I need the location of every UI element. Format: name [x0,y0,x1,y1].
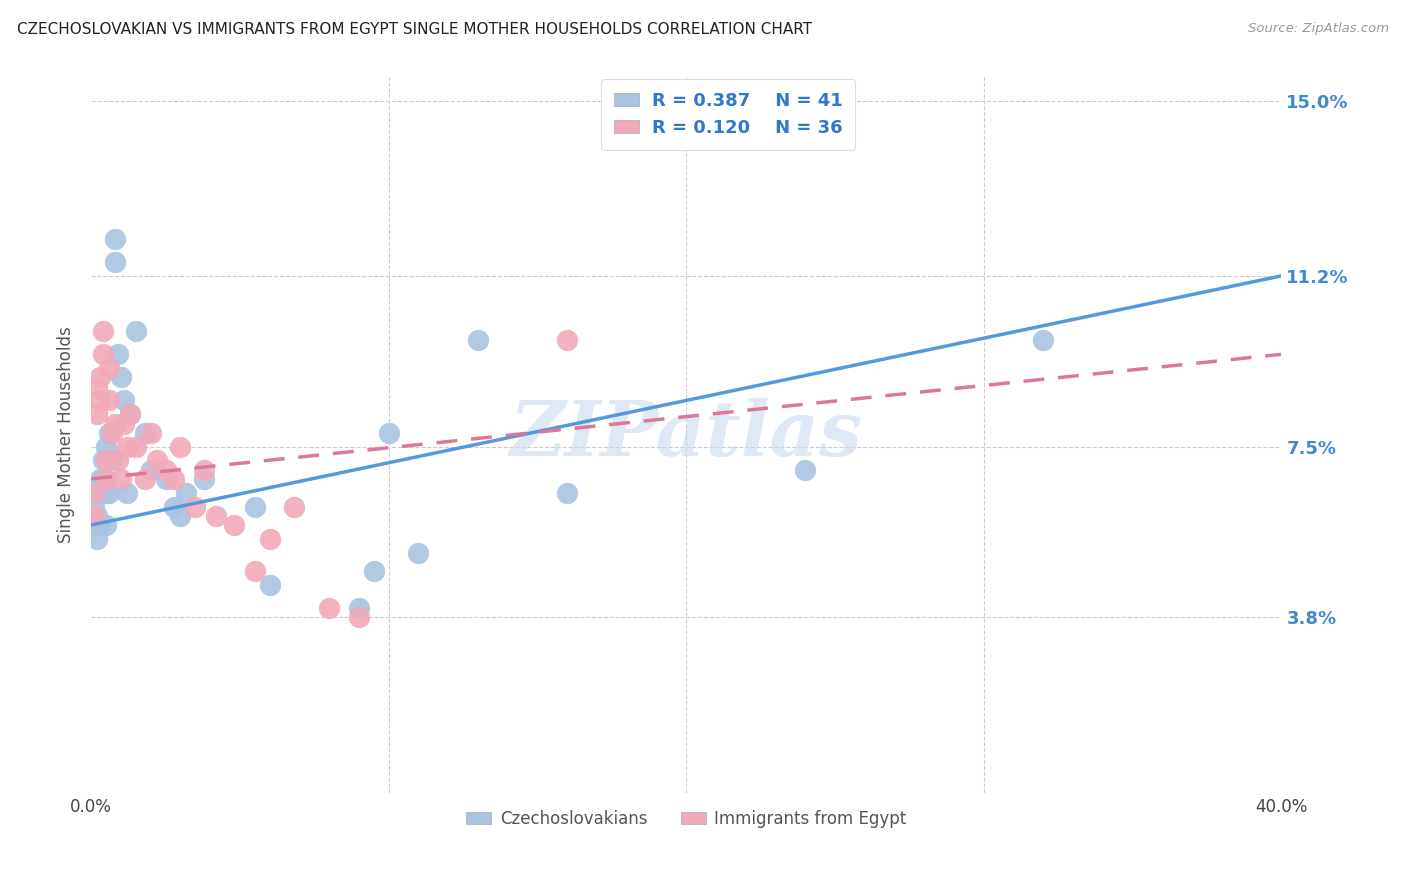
Point [112,393,135,408]
Point [363,564,385,578]
Point [205,508,228,523]
Point [555,485,578,500]
Point [155,472,177,486]
Point [259,532,281,546]
Point [125,440,148,454]
Point [98,485,121,500]
Point [107,453,129,467]
Point [86,407,108,421]
Point [89,485,111,500]
Point [91,472,114,486]
Point [193,472,215,486]
Text: CZECHOSLOVAKIAN VS IMMIGRANTS FROM EGYPT SINGLE MOTHER HOUSEHOLDS CORRELATION CH: CZECHOSLOVAKIAN VS IMMIGRANTS FROM EGYPT… [17,22,813,37]
Text: ZIPatlas: ZIPatlas [510,398,863,472]
Point [145,453,167,467]
Point [243,500,266,514]
Point [112,417,135,431]
Point [94,472,117,486]
Point [86,379,108,393]
Point [104,255,127,269]
Point [794,463,817,477]
Point [89,393,111,408]
Point [94,518,117,533]
Point [243,564,266,578]
Point [283,500,305,514]
Point [83,508,105,523]
Point [98,393,121,408]
Point [86,485,108,500]
Point [89,518,111,533]
Point [377,425,399,440]
Point [155,463,177,477]
Legend: Czechoslovakians, Immigrants from Egypt: Czechoslovakians, Immigrants from Egypt [460,803,912,834]
Point [115,440,138,454]
Point [1032,334,1054,348]
Point [134,425,156,440]
Point [91,324,114,338]
Point [193,463,215,477]
Point [139,463,162,477]
Point [83,500,105,514]
Point [118,407,141,421]
Point [94,453,117,467]
Point [104,417,127,431]
Point [86,508,108,523]
Point [318,601,340,615]
Point [104,232,127,246]
Point [347,610,370,624]
Y-axis label: Single Mother Households: Single Mother Households [58,326,75,543]
Point [176,485,198,500]
Point [467,334,489,348]
Point [163,472,186,486]
Point [110,472,132,486]
Point [91,453,114,467]
Point [98,361,121,376]
Point [184,500,207,514]
Point [259,578,281,592]
Point [139,425,162,440]
Point [555,334,578,348]
Point [118,407,141,421]
Point [94,485,117,500]
Point [101,453,124,467]
Point [94,440,117,454]
Point [91,347,114,361]
Point [89,472,111,486]
Point [163,500,186,514]
Point [408,546,430,560]
Point [83,485,105,500]
Point [110,370,132,384]
Point [101,425,124,440]
Point [98,425,121,440]
Point [169,440,191,454]
Point [89,370,111,384]
Point [134,472,156,486]
Point [347,601,370,615]
Text: Source: ZipAtlas.com: Source: ZipAtlas.com [1249,22,1389,36]
Point [222,518,245,533]
Point [107,347,129,361]
Point [86,532,108,546]
Point [83,518,105,533]
Point [115,485,138,500]
Point [169,508,191,523]
Point [125,324,148,338]
